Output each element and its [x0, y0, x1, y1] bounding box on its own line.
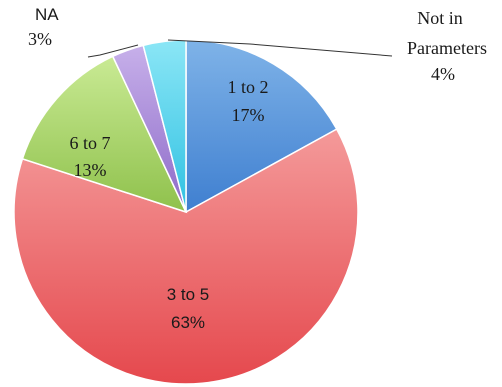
leader-line-na [87, 44, 139, 58]
slice-percent-not-in-parameters: 4% [431, 64, 455, 84]
pie-slice-1-to-2 [185, 39, 338, 214]
slice-label-3-to-5: 3 to 5 [167, 285, 210, 304]
slice-percent-1-to-2: 17% [232, 105, 265, 125]
pie-slice-3-to-5 [13, 128, 359, 385]
slice-percent-6-to-7: 13% [74, 160, 107, 180]
pie-slice-not-in-parameters [142, 39, 187, 213]
slice-percent-3-to-5: 63% [171, 313, 205, 332]
leader-line-not-in-parameters [167, 39, 393, 57]
slice-label-not-in-parameters-line2: Parameters [407, 38, 487, 58]
pie-slice-6-to-7 [21, 55, 188, 214]
slice-label-1-to-2: 1 to 2 [227, 77, 268, 97]
slice-label-6-to-7: 6 to 7 [69, 133, 110, 153]
slice-label-not-in-parameters-line1: Not in [417, 8, 463, 28]
slice-label-na: NA [35, 5, 59, 24]
slice-percent-na: 3% [28, 29, 52, 49]
